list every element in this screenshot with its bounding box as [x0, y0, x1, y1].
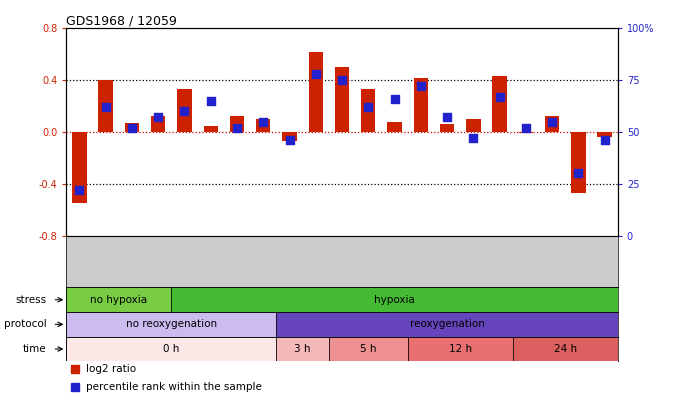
Bar: [171, 288, 618, 312]
Point: [547, 118, 558, 125]
Point: [179, 108, 190, 115]
Point: [153, 114, 164, 121]
Point: [415, 83, 426, 90]
Bar: [276, 312, 618, 337]
Point: [310, 71, 321, 77]
Bar: [408, 337, 513, 361]
Text: 5 h: 5 h: [360, 344, 376, 354]
Bar: [329, 337, 408, 361]
Bar: [66, 337, 276, 361]
Point: [363, 104, 374, 110]
Text: time: time: [23, 344, 47, 354]
Bar: [72, 132, 87, 203]
Text: GDS1968 / 12059: GDS1968 / 12059: [66, 14, 177, 27]
Point: [573, 170, 584, 177]
Bar: [256, 119, 270, 132]
Text: hypoxia: hypoxia: [374, 295, 415, 305]
Bar: [98, 80, 113, 132]
Point: [126, 125, 138, 131]
Text: protocol: protocol: [4, 320, 47, 329]
Bar: [545, 117, 559, 132]
Text: 0 h: 0 h: [163, 344, 179, 354]
Bar: [204, 126, 218, 132]
Bar: [151, 117, 165, 132]
Point: [205, 98, 216, 104]
Bar: [230, 117, 244, 132]
Bar: [276, 337, 329, 361]
Text: reoxygenation: reoxygenation: [410, 320, 484, 329]
Point: [74, 187, 85, 193]
Bar: [513, 337, 618, 361]
Text: 24 h: 24 h: [554, 344, 577, 354]
Text: no reoxygenation: no reoxygenation: [126, 320, 217, 329]
Bar: [466, 119, 480, 132]
Text: 12 h: 12 h: [449, 344, 472, 354]
Text: log2 ratio: log2 ratio: [86, 364, 135, 374]
Point: [389, 96, 400, 102]
Bar: [66, 312, 276, 337]
Point: [494, 94, 505, 100]
Bar: [125, 123, 139, 132]
Point: [441, 114, 452, 121]
Bar: [361, 89, 376, 132]
Bar: [597, 132, 612, 137]
Point: [468, 135, 479, 141]
Bar: [492, 76, 507, 132]
Point: [336, 77, 348, 83]
Bar: [335, 67, 349, 132]
Bar: [571, 132, 586, 193]
Bar: [414, 78, 428, 132]
Text: no hypoxia: no hypoxia: [90, 295, 147, 305]
Text: 3 h: 3 h: [295, 344, 311, 354]
Text: percentile rank within the sample: percentile rank within the sample: [86, 382, 262, 392]
Point: [258, 118, 269, 125]
Bar: [309, 52, 323, 132]
Point: [100, 104, 111, 110]
Bar: [387, 122, 402, 132]
Point: [284, 137, 295, 143]
Bar: [282, 132, 297, 141]
Bar: [177, 89, 192, 132]
Point: [599, 137, 610, 143]
Bar: [440, 124, 454, 132]
Bar: [519, 132, 533, 133]
Text: stress: stress: [15, 295, 47, 305]
Bar: [66, 288, 171, 312]
Point: [232, 125, 243, 131]
Point: [520, 125, 531, 131]
